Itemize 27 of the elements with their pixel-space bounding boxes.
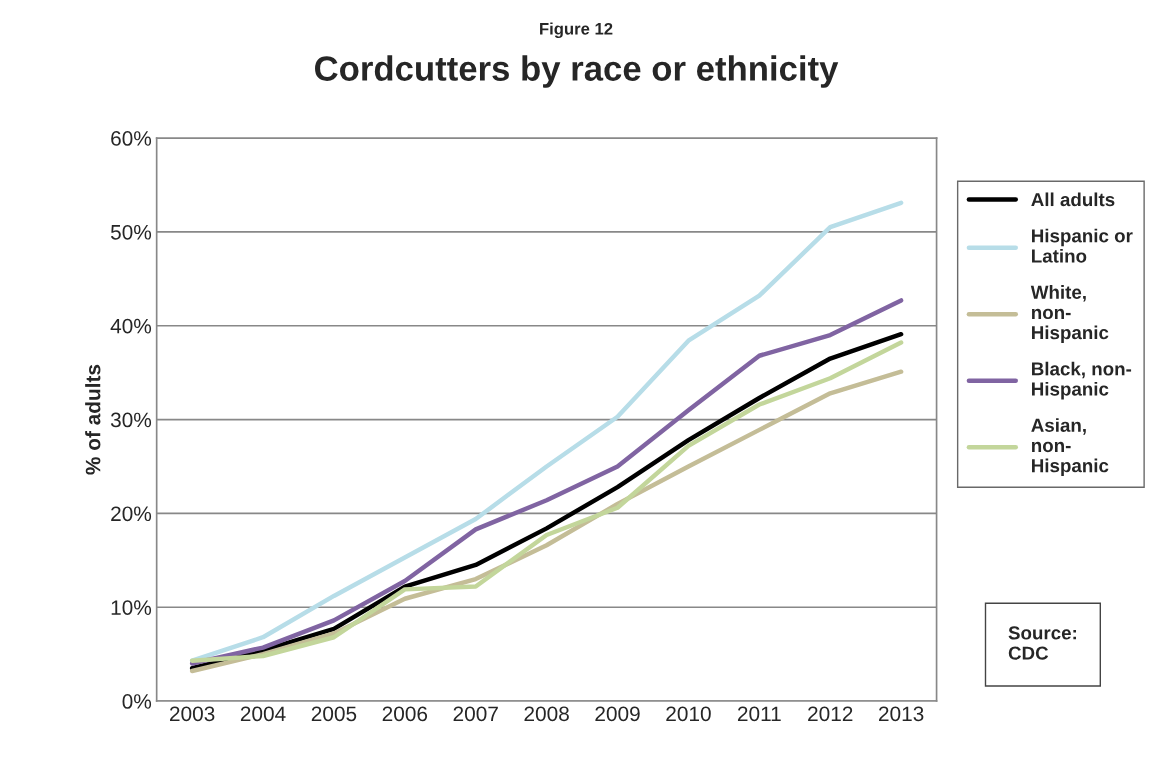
x-tick-label: 2008 xyxy=(524,706,569,722)
y-tick-label: 0% xyxy=(122,694,152,709)
x-tick-label: 2007 xyxy=(453,706,498,722)
y-tick-label: 10% xyxy=(111,600,152,615)
legend-label: All adults xyxy=(1031,192,1115,207)
x-tick-label: 2003 xyxy=(170,706,215,722)
x-tick-label: 2010 xyxy=(666,706,711,722)
y-tick-label: 20% xyxy=(111,506,152,522)
x-tick-label: 2006 xyxy=(382,706,428,722)
y-tick-label: 50% xyxy=(110,224,152,240)
x-tick-label: 2009 xyxy=(595,706,640,722)
legend-label: Asian, non- Hispanic xyxy=(1031,418,1109,477)
x-tick-label: 2004 xyxy=(240,706,286,722)
y-tick-label: 60% xyxy=(111,131,152,146)
legend-label: Black, non- Hispanic xyxy=(1032,361,1132,400)
x-tick-label: 2012 xyxy=(808,706,853,722)
y-axis-title: % of adults xyxy=(85,364,101,475)
x-tick-label: 2011 xyxy=(737,706,781,722)
chart-title: Cordcutters by race or ethnicity xyxy=(315,55,839,88)
y-tick-label: 40% xyxy=(110,318,152,334)
chart-subtitle: Figure 12 xyxy=(540,22,613,39)
source-note: Source: CDC xyxy=(1008,626,1077,660)
x-tick-label: 2013 xyxy=(879,706,924,722)
y-tick-label: 30% xyxy=(110,412,152,428)
legend-label: White, non- Hispanic xyxy=(1030,285,1109,343)
legend-label: Hispanic or Latino xyxy=(1032,228,1133,263)
x-tick-label: 2005 xyxy=(311,706,357,722)
